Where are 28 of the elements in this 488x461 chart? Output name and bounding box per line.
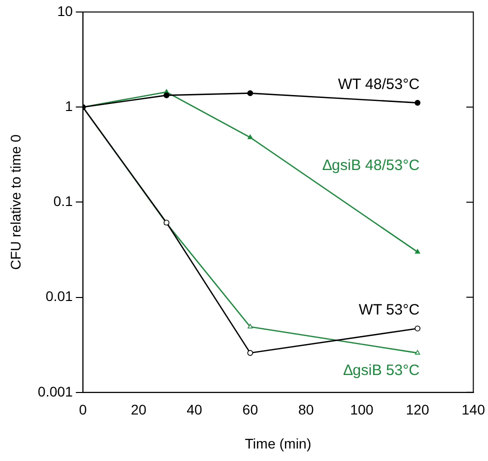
- x-tick-label: 120: [406, 402, 430, 418]
- x-tick-label: 40: [186, 402, 202, 418]
- series-label: WT 53°C: [358, 301, 420, 318]
- x-tick-label: 60: [242, 402, 258, 418]
- point: [414, 100, 420, 106]
- x-tick-label: 20: [130, 402, 147, 418]
- series-label: ∆gsiB 53°C: [343, 362, 420, 379]
- point: [247, 350, 254, 356]
- x-tick-label: 100: [350, 402, 374, 418]
- x-tick-label: 0: [78, 402, 87, 418]
- y-tick-label: 0.1: [53, 193, 74, 210]
- point: [164, 92, 170, 98]
- y-axis-title: CFU relative to time 0: [7, 134, 24, 270]
- x-tick-label: 140: [462, 402, 486, 418]
- y-tick-label: 0.001: [38, 383, 74, 400]
- x-tick-label: 80: [298, 402, 314, 418]
- point: [414, 326, 420, 332]
- series-label: ∆gsiB 48/53°C: [322, 156, 420, 174]
- point: [248, 134, 253, 140]
- point: [248, 324, 253, 328]
- y-tick-label: 0.01: [46, 288, 74, 304]
- y-tick-label: 1: [65, 98, 74, 114]
- series-label: WT 48/53°C: [338, 76, 420, 93]
- y-tick-label: 10: [57, 2, 74, 19]
- point: [414, 249, 420, 254]
- x-axis-title: Time (min): [244, 435, 312, 452]
- point: [247, 90, 254, 96]
- point: [414, 350, 420, 355]
